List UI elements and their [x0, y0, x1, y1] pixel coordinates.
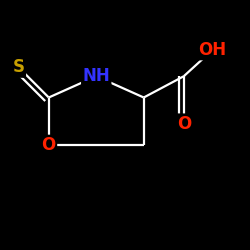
Text: S: S: [13, 58, 25, 76]
Text: NH: NH: [82, 67, 110, 85]
Text: OH: OH: [198, 41, 226, 59]
Text: O: O: [176, 115, 191, 133]
Text: O: O: [42, 136, 56, 154]
